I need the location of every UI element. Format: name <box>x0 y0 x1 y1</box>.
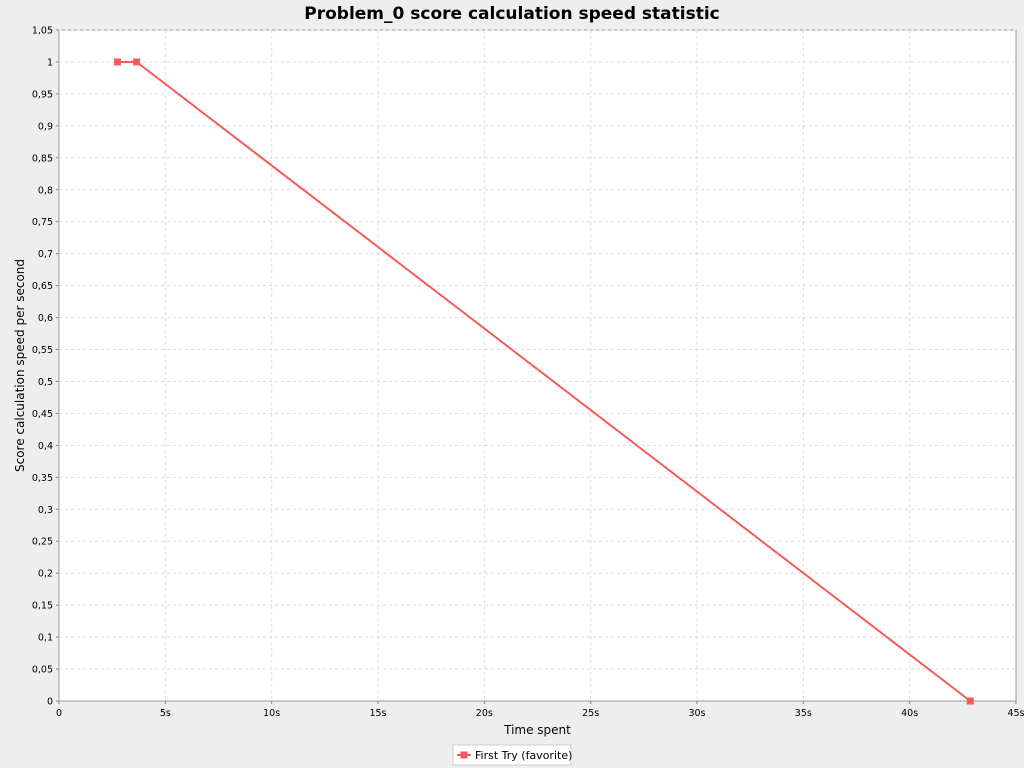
y-tick-label: 0,4 <box>38 441 53 452</box>
y-tick-label: 0,85 <box>32 153 53 164</box>
legend-square-marker <box>460 751 468 759</box>
y-axis-label: Score calculation speed per second <box>13 259 27 472</box>
y-tick-label: 0,05 <box>32 665 53 676</box>
grid-lines <box>59 29 1016 701</box>
y-tick-label: 0,45 <box>32 409 53 420</box>
legend-box <box>452 744 572 766</box>
y-tick-label: 0,5 <box>38 377 53 388</box>
x-tick-label: 15s <box>369 708 386 719</box>
y-tick-label: 0,35 <box>32 473 53 484</box>
x-tick-label: 10s <box>263 708 280 719</box>
x-tick-label: 40s <box>901 708 918 719</box>
y-tick-label: 0,15 <box>32 601 53 612</box>
x-tick-label: 0 <box>56 708 62 719</box>
y-tick-label: 0,65 <box>32 281 53 292</box>
data-point <box>113 58 121 66</box>
legend: First Try (favorite) <box>452 744 572 766</box>
x-tick-label: 45s <box>1007 708 1024 719</box>
data-point <box>966 697 974 705</box>
data-point <box>133 58 141 66</box>
legend-label: First Try (favorite) <box>475 749 572 762</box>
y-tick-label: 0,2 <box>38 569 53 580</box>
axes: 0 5s 10s 15s 20s 25s 30s 35s 40s 45s 0 0,05 0,1 0,15 0… <box>32 26 1024 720</box>
x-tick-label: 5s <box>160 708 171 719</box>
y-tick-label: 0,75 <box>32 217 53 228</box>
x-tick-label: 25s <box>582 708 599 719</box>
y-tick-label: 0,7 <box>38 249 53 260</box>
y-tick-label: 0,6 <box>38 313 53 324</box>
y-tick-label: 0,25 <box>32 537 53 548</box>
y-tick-label: 1 <box>47 57 53 68</box>
x-axis-label: Time spent <box>503 723 571 737</box>
y-tick-label: 0,1 <box>38 633 53 644</box>
y-tick-label: 0,8 <box>38 185 53 196</box>
y-tick-label: 0,3 <box>38 505 53 516</box>
plot-area <box>58 29 1017 702</box>
y-tick-label: 0,55 <box>32 345 53 356</box>
x-tick-label: 35s <box>795 708 812 719</box>
x-tick-label: 30s <box>688 708 705 719</box>
y-tick-label: 0 <box>47 697 53 708</box>
x-tick-label: 20s <box>476 708 493 719</box>
chart-title: Problem_0 score calculation speed statis… <box>304 4 719 24</box>
y-tick-label: 0,95 <box>32 89 53 100</box>
y-tick-label: 0,9 <box>38 121 53 132</box>
series-layer <box>113 58 974 705</box>
y-tick-label: 1,05 <box>32 26 53 37</box>
